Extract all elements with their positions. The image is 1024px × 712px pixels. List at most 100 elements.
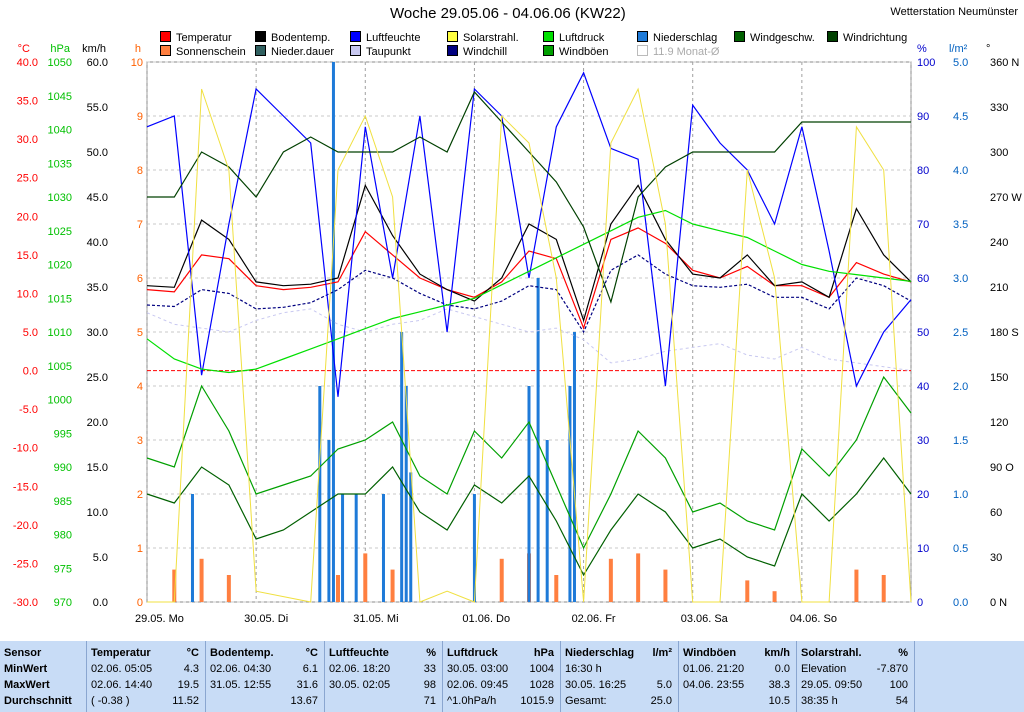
temp-tick-label: -20.0 [13, 520, 38, 532]
hours-tick-label: 5 [137, 327, 143, 339]
stats-cell-label: 02.06. 05:05 [91, 663, 153, 675]
stats-cell-label: 38:35 h [801, 695, 838, 707]
rain-bar [568, 386, 572, 602]
stats-column: Windböen km/h 01.06. 21:20 0.0 04.06. 23:55 3… [679, 641, 797, 712]
legend-item: 11.9 Monat-Ø [637, 45, 719, 58]
legend-label: Temperatur [176, 32, 232, 44]
stats-column: Luftfeuchte% 02.06. 18:20 33 30.05. 02:05 98… [325, 641, 443, 712]
stats-cell-label: 29.05. 09:50 [801, 679, 863, 691]
humidity-tick-label: 30 [917, 435, 929, 447]
legend-item: Windgeschw. [734, 31, 815, 44]
legend-label: 11.9 Monat-Ø [653, 46, 720, 58]
rain-bar [400, 332, 404, 602]
legend-swatch [447, 31, 458, 42]
series-line [146, 227, 912, 330]
legend-label: Windböen [559, 46, 609, 58]
temp-tick-label: 25.0 [17, 173, 38, 185]
stats-cell-value: 19.5 [177, 679, 199, 691]
hours-tick-label: 7 [137, 219, 143, 231]
stats-unit: l/m² [652, 647, 672, 659]
series-line [146, 375, 912, 550]
stats-header: Luftdruck [447, 647, 498, 659]
direction-tick-label: 60 [990, 507, 1002, 519]
direction-tick-label: 330 [990, 102, 1008, 114]
legend-item: Sonnenschein [160, 45, 246, 58]
legend-label: Luftdruck [559, 32, 605, 44]
pressure-tick-label: 1010 [48, 327, 72, 339]
series-line [146, 457, 912, 577]
stats-unit: km/h [764, 647, 790, 659]
plot-svg: 40.035.030.025.020.015.010.05.00.0-5.0-1… [13, 43, 1022, 625]
stats-cell-value: 1015.9 [520, 695, 554, 707]
legend-label: Luftfeuchte [366, 32, 421, 44]
stats-cell-value: 31.6 [296, 679, 318, 691]
sunshine-bar [772, 591, 777, 602]
direction-tick-label: 210 [990, 282, 1008, 294]
legend-swatch [350, 31, 361, 42]
rain-bar [545, 440, 549, 602]
stats-cell-value: 54 [895, 695, 908, 707]
hours-tick-label: 4 [137, 381, 143, 393]
pressure-tick-label: 1050 [48, 57, 72, 69]
legend-label: Windgeschw. [750, 32, 815, 44]
hours-tick-label: 8 [137, 165, 143, 177]
legend-item: Niederschlag [637, 31, 717, 44]
stats-cell-label: Elevation [801, 663, 847, 675]
pressure-tick-label: 995 [54, 428, 72, 440]
stats-header: Luftfeuchte [329, 647, 389, 659]
legend-swatch [637, 31, 648, 42]
stats-cell-value: 25.0 [650, 695, 672, 707]
day-label: 30.05. Di [244, 613, 288, 625]
legend-label: Solarstrahl. [463, 32, 519, 44]
wind-tick-label: 60.0 [87, 57, 108, 69]
stats-header: Temperatur [91, 647, 151, 659]
wind-tick-label: 0.0 [93, 597, 108, 609]
hours-tick-label: 3 [137, 435, 143, 447]
stats-column: Luftdruck hPa 30.05. 03:00 1004 02.06. 09:45… [443, 641, 561, 712]
legend-item: Temperatur [160, 31, 232, 44]
legend-item: Windböen [543, 45, 609, 58]
temp-tick-label: 30.0 [17, 134, 38, 146]
pressure-tick-label: 1015 [48, 293, 72, 305]
humidity-tick-label: 40 [917, 381, 929, 393]
stats-header: Bodentemp. [210, 647, 274, 659]
rain-bar [404, 386, 408, 602]
rain-tick-label: 3.0 [953, 273, 968, 285]
sunshine-bar [336, 575, 340, 602]
hours-unit-label: h [135, 43, 141, 55]
temp-tick-label: 10.0 [17, 288, 38, 300]
legend-label: Sonnenschein [176, 46, 246, 58]
pressure-tick-label: 985 [54, 496, 72, 508]
humidity-tick-label: 10 [917, 543, 929, 555]
legend-swatch [637, 45, 648, 56]
stats-row-label: MinWert [4, 663, 48, 675]
direction-tick-label: 30 [990, 552, 1002, 564]
stats-cell-label: 02.06. 14:40 [91, 679, 153, 691]
direction-tick-label: 240 [990, 237, 1008, 249]
stats-row-label: Sensor [4, 647, 42, 659]
stats-header: Solarstrahl. [801, 647, 862, 659]
rain-bar [318, 386, 322, 602]
pressure-unit-label: hPa [50, 43, 70, 55]
temp-unit-label: °C [18, 43, 30, 55]
humidity-tick-label: 80 [917, 165, 929, 177]
rain-bar [381, 494, 385, 602]
stats-cell-value: 13.67 [290, 695, 318, 707]
series-line [146, 254, 912, 334]
series-line [146, 71, 912, 397]
humidity-tick-label: 0 [917, 597, 923, 609]
stats-header: Niederschlag [565, 647, 635, 659]
sunshine-bar [499, 558, 504, 602]
stats-cell-value: 1004 [529, 663, 554, 675]
sunshine-bar [636, 553, 641, 602]
wind-tick-label: 30.0 [87, 327, 108, 339]
sunshine-bar [390, 569, 395, 602]
direction-tick-label: 270 W [990, 192, 1022, 204]
pressure-tick-label: 990 [54, 462, 72, 474]
temp-tick-label: 35.0 [17, 96, 38, 108]
stats-panel: Sensor MinWert MaxWert Durchschnitt Temperat… [0, 641, 1024, 712]
temp-tick-label: 15.0 [17, 250, 38, 262]
sunshine-bar [199, 558, 204, 602]
direction-tick-label: 300 [990, 147, 1008, 159]
rain-bar [409, 472, 413, 602]
